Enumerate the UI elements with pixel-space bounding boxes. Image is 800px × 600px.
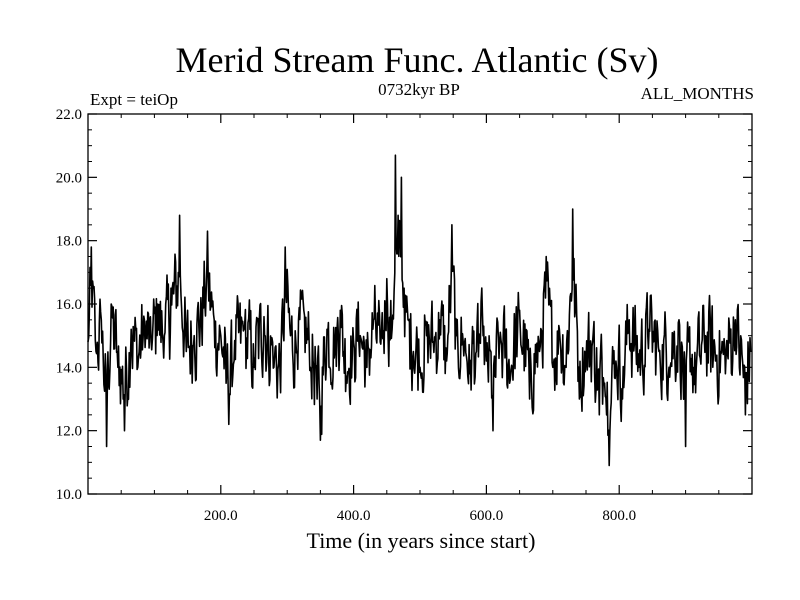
experiment-label: Expt = teiOp	[90, 90, 178, 109]
chart-title: Merid Stream Func. Atlantic (Sv)	[175, 40, 659, 80]
plot-frame	[87, 113, 753, 495]
y-tick-label: 12.0	[56, 424, 82, 440]
x-tick-label: 800.0	[602, 508, 636, 524]
y-tick-label: 18.0	[56, 234, 82, 250]
y-tick-label: 20.0	[56, 170, 82, 186]
y-tick-label: 22.0	[56, 107, 82, 123]
x-tick-label: 200.0	[204, 508, 238, 524]
period-label: ALL_MONTHS	[640, 84, 754, 103]
y-tick-label: 14.0	[56, 360, 82, 376]
series-line	[87, 154, 752, 467]
x-tick-label: 600.0	[470, 508, 504, 524]
x-axis-label: Time (in years since start)	[306, 528, 536, 553]
y-tick-label: 16.0	[56, 297, 82, 313]
axis-ticks	[88, 113, 752, 495]
x-tick-label: 400.0	[337, 508, 371, 524]
chart-subtitle: 0732kyr BP	[378, 80, 460, 99]
axis-tick-labels: 10.0 12.0 14.0 16.0 18.0 20.0 22.0 200.0 400.0 60…	[56, 107, 636, 524]
y-tick-label: 10.0	[56, 487, 82, 503]
